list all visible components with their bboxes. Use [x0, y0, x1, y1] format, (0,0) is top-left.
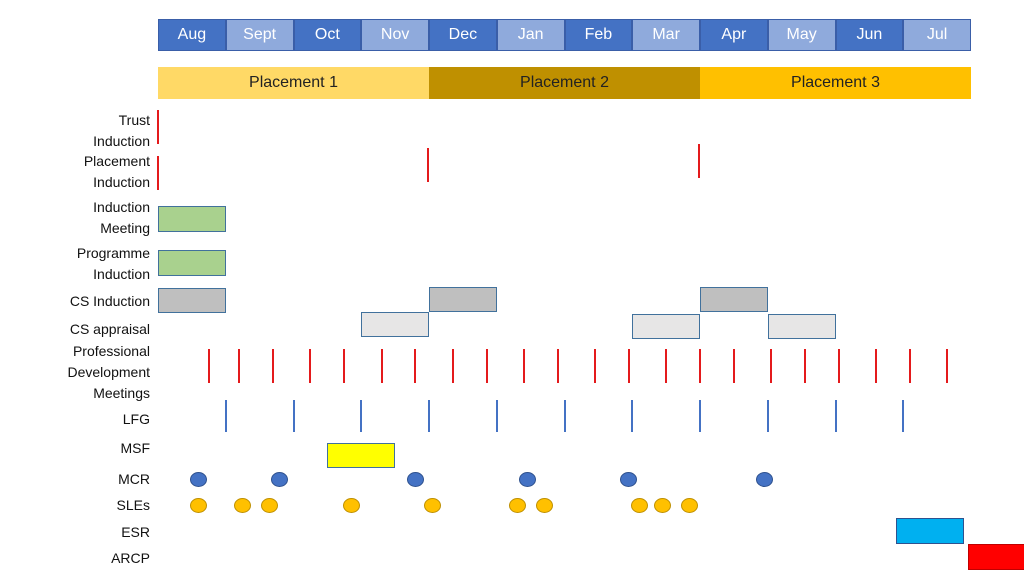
- pdm-marker: [627, 349, 630, 383]
- pdm-marker: [665, 349, 668, 383]
- placement-bar-2: Placement 2: [429, 67, 700, 99]
- lfg-marker: [428, 400, 430, 432]
- cs-induction-box: [158, 288, 226, 313]
- pdm-marker: [732, 349, 735, 383]
- row-label-10: SLEs: [116, 496, 150, 513]
- sle-dot: [630, 497, 648, 513]
- month-cell-jun: Jun: [835, 19, 904, 51]
- placement-induction-marker: [698, 144, 700, 178]
- month-cell-may: May: [767, 19, 836, 51]
- lfg-marker: [766, 400, 769, 432]
- row-label-8: MSF: [120, 439, 150, 456]
- pdm-marker: [837, 349, 840, 383]
- lfg-marker: [699, 400, 701, 432]
- induction-meeting-box: [158, 206, 226, 232]
- mcr-dot: [190, 471, 208, 487]
- row-label-11: ESR: [121, 523, 150, 540]
- pdm-marker: [909, 349, 912, 383]
- month-cell-dec: Dec: [429, 19, 497, 51]
- pdm-marker: [343, 349, 346, 383]
- month-cell-apr: Apr: [700, 19, 768, 51]
- programme-induction-box: [158, 250, 226, 276]
- sle-dot: [190, 497, 208, 513]
- month-cell-feb: Feb: [564, 19, 633, 51]
- cs-appraisal-box: [361, 312, 429, 337]
- mcr-dot: [406, 471, 424, 487]
- cs-appraisal-box: [632, 314, 700, 339]
- mcr-dot: [518, 471, 536, 487]
- lfg-marker: [224, 400, 227, 432]
- month-cell-jul: Jul: [903, 19, 971, 51]
- month-cell-aug: Aug: [158, 19, 226, 51]
- sle-dot: [508, 497, 526, 513]
- arcp-box: [967, 544, 1024, 570]
- pdm-marker: [593, 349, 596, 383]
- row-label-7: LFG: [122, 410, 150, 427]
- sle-dot: [654, 497, 672, 513]
- pdm-marker: [485, 349, 488, 383]
- sle-dot: [234, 497, 252, 513]
- pdm-marker: [946, 349, 949, 383]
- row-label-0: Trust Induction: [93, 112, 150, 149]
- month-cell-nov: Nov: [361, 19, 429, 51]
- pdm-marker: [804, 349, 806, 383]
- sle-dot: [261, 497, 279, 513]
- lfg-marker: [360, 400, 363, 432]
- mcr-dot: [620, 471, 638, 487]
- row-label-2: Induction Meeting: [93, 199, 150, 236]
- pdm-marker: [451, 349, 454, 383]
- pdm-marker: [380, 349, 383, 383]
- placement-induction-marker: [157, 156, 159, 190]
- row-label-3: Programme Induction: [76, 245, 150, 282]
- month-cell-sept: Sept: [225, 19, 294, 51]
- lfg-marker: [292, 400, 295, 432]
- row-label-5: CS appraisal: [69, 320, 150, 337]
- pdm-marker: [309, 349, 312, 383]
- lfg-marker: [834, 400, 837, 432]
- lfg-marker: [902, 400, 905, 432]
- pdm-marker: [272, 349, 275, 383]
- esr-box: [896, 518, 965, 544]
- row-label-6: Professional Development Meetings: [67, 342, 151, 401]
- pdm-marker: [238, 349, 241, 383]
- pdm-marker: [207, 349, 210, 383]
- mcr-dot: [755, 471, 773, 487]
- month-cell-oct: Oct: [293, 19, 362, 51]
- month-cell-mar: Mar: [632, 19, 700, 51]
- month-cell-jan: Jan: [496, 19, 565, 51]
- cs-induction-box: [700, 287, 768, 312]
- mcr-dot: [271, 471, 289, 487]
- pdm-marker: [556, 349, 559, 383]
- sle-dot: [423, 497, 441, 513]
- sle-dot: [342, 497, 360, 513]
- lfg-marker: [563, 400, 566, 432]
- pdm-marker: [522, 349, 525, 383]
- pdm-marker: [875, 349, 878, 383]
- cs-induction-box: [429, 287, 497, 312]
- msf-box: [327, 443, 396, 468]
- trust-induction-marker: [157, 110, 159, 144]
- row-label-12: ARCP: [111, 549, 150, 566]
- pdm-marker: [414, 349, 417, 383]
- pdm-marker: [770, 349, 773, 383]
- lfg-marker: [495, 400, 498, 432]
- placement-bar-3: Placement 3: [700, 67, 971, 99]
- row-label-9: MCR: [118, 470, 150, 487]
- placement-induction-marker: [427, 148, 429, 182]
- row-label-4: CS Induction: [69, 292, 150, 309]
- sle-dot: [681, 497, 699, 513]
- lfg-marker: [631, 400, 634, 432]
- cs-appraisal-box: [767, 314, 836, 339]
- row-label-1: Placement Induction: [83, 153, 150, 190]
- placement-bar-1: Placement 1: [158, 67, 429, 99]
- sle-dot: [535, 497, 553, 513]
- pdm-marker: [699, 349, 701, 383]
